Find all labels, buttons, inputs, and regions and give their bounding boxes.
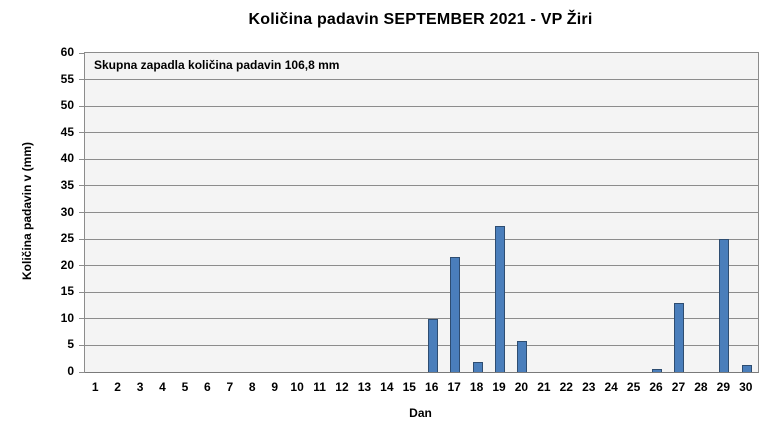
x-axis-label-day-10: 10 (290, 380, 304, 394)
x-axis-title: Dan (409, 406, 432, 420)
x-axis-label-day-2: 2 (114, 380, 121, 394)
y-axis: 0 5 10 15 20 25 30 35 40 45 50 55 60 (0, 45, 78, 378)
x-axis: 1 2 3 4 5 6 7 8 9 10 11 12 13 14 15 16 17 18 19 20 21 22 23 24 2… (84, 380, 757, 396)
gridline (85, 265, 758, 267)
x-axis-label-day-20: 20 (514, 380, 529, 394)
x-axis-label-day-7: 7 (226, 380, 234, 394)
x-axis-label-day-24: 24 (604, 380, 618, 394)
y-axis-label: 35 (60, 177, 74, 192)
y-axis-tick (79, 79, 85, 81)
x-axis-label-day-28: 28 (694, 380, 708, 394)
y-axis-tick (79, 238, 85, 240)
y-axis-tick (79, 158, 85, 160)
gridline (85, 158, 758, 160)
y-axis-label: 40 (60, 151, 74, 166)
x-axis-label-day-19: 19 (492, 380, 506, 394)
y-axis-tick (79, 105, 85, 107)
y-axis-label: 60 (60, 45, 74, 59)
y-axis-tick (79, 185, 85, 187)
y-axis-tick (79, 371, 85, 373)
bar-day-17 (450, 256, 461, 372)
x-axis-label-day-12: 12 (335, 380, 349, 394)
x-axis-label-day-26: 26 (649, 380, 663, 394)
x-axis-label-day-29: 29 (716, 380, 731, 394)
x-axis-label-day-14: 14 (380, 380, 394, 394)
y-axis-label: 45 (60, 124, 74, 139)
y-axis-label: 15 (60, 284, 74, 299)
bar-day-18 (472, 362, 483, 372)
y-axis-tick (79, 212, 85, 213)
gridline (85, 344, 758, 346)
bar-day-16 (427, 318, 438, 372)
bar-day-26 (652, 369, 663, 372)
x-axis-label-day-30: 30 (739, 380, 753, 394)
x-axis-label-day-11: 11 (313, 380, 326, 394)
bar-day-29 (719, 239, 730, 372)
y-axis-label: 50 (60, 98, 74, 113)
y-axis-label: 20 (60, 257, 74, 272)
x-axis-label-day-4: 4 (159, 380, 166, 394)
total-precipitation-annotation: Skupna zapadla količina padavin 106,8 mm (94, 58, 340, 72)
x-axis-label-day-1: 1 (91, 380, 99, 394)
plot-area: Skupna zapadla količina padavin 106,8 mm (79, 52, 759, 373)
y-axis-label: 30 (60, 204, 74, 219)
y-axis-tick (79, 132, 85, 134)
y-axis-tick (79, 52, 85, 54)
x-axis-label-day-13: 13 (357, 380, 372, 394)
gridline (85, 105, 758, 107)
x-axis-label-day-6: 6 (204, 380, 211, 394)
y-axis-tick (79, 265, 85, 267)
gridline (85, 238, 758, 240)
x-axis-label-day-16: 16 (425, 380, 439, 394)
x-axis-label-day-18: 18 (469, 380, 484, 394)
y-axis-tick (79, 318, 85, 320)
gridline (85, 79, 758, 81)
x-axis-label-day-8: 8 (248, 380, 256, 394)
y-axis-tick (79, 291, 85, 293)
y-axis-label: 55 (60, 71, 74, 86)
bar-day-30 (741, 364, 752, 372)
x-axis-label-day-22: 22 (559, 380, 573, 394)
x-axis-label-day-27: 27 (671, 380, 686, 394)
y-axis-tick (79, 344, 85, 346)
x-axis-label-day-17: 17 (447, 380, 461, 394)
x-axis-label-day-5: 5 (181, 380, 189, 394)
y-axis-label: 0 (67, 364, 74, 378)
gridline (85, 185, 758, 187)
chart-title: Količina padavin SEPTEMBER 2021 - VP Žir… (248, 11, 593, 28)
x-axis-label-day-25: 25 (626, 380, 641, 394)
x-axis-label-day-23: 23 (582, 380, 596, 394)
gridline (85, 291, 758, 293)
y-axis-label: 25 (60, 231, 74, 246)
x-axis-label-day-21: 21 (537, 380, 551, 394)
y-axis-label: 10 (60, 310, 74, 325)
bar-day-20 (517, 340, 528, 372)
x-axis-label-day-3: 3 (136, 380, 144, 394)
y-axis-label: 5 (67, 337, 74, 352)
gridline (85, 212, 758, 213)
bar-day-27 (674, 302, 685, 372)
gridline (85, 318, 758, 320)
x-axis-label-day-15: 15 (402, 380, 416, 394)
gridline (85, 132, 758, 134)
x-axis-label-day-9: 9 (271, 380, 278, 394)
bar-day-19 (495, 225, 506, 372)
